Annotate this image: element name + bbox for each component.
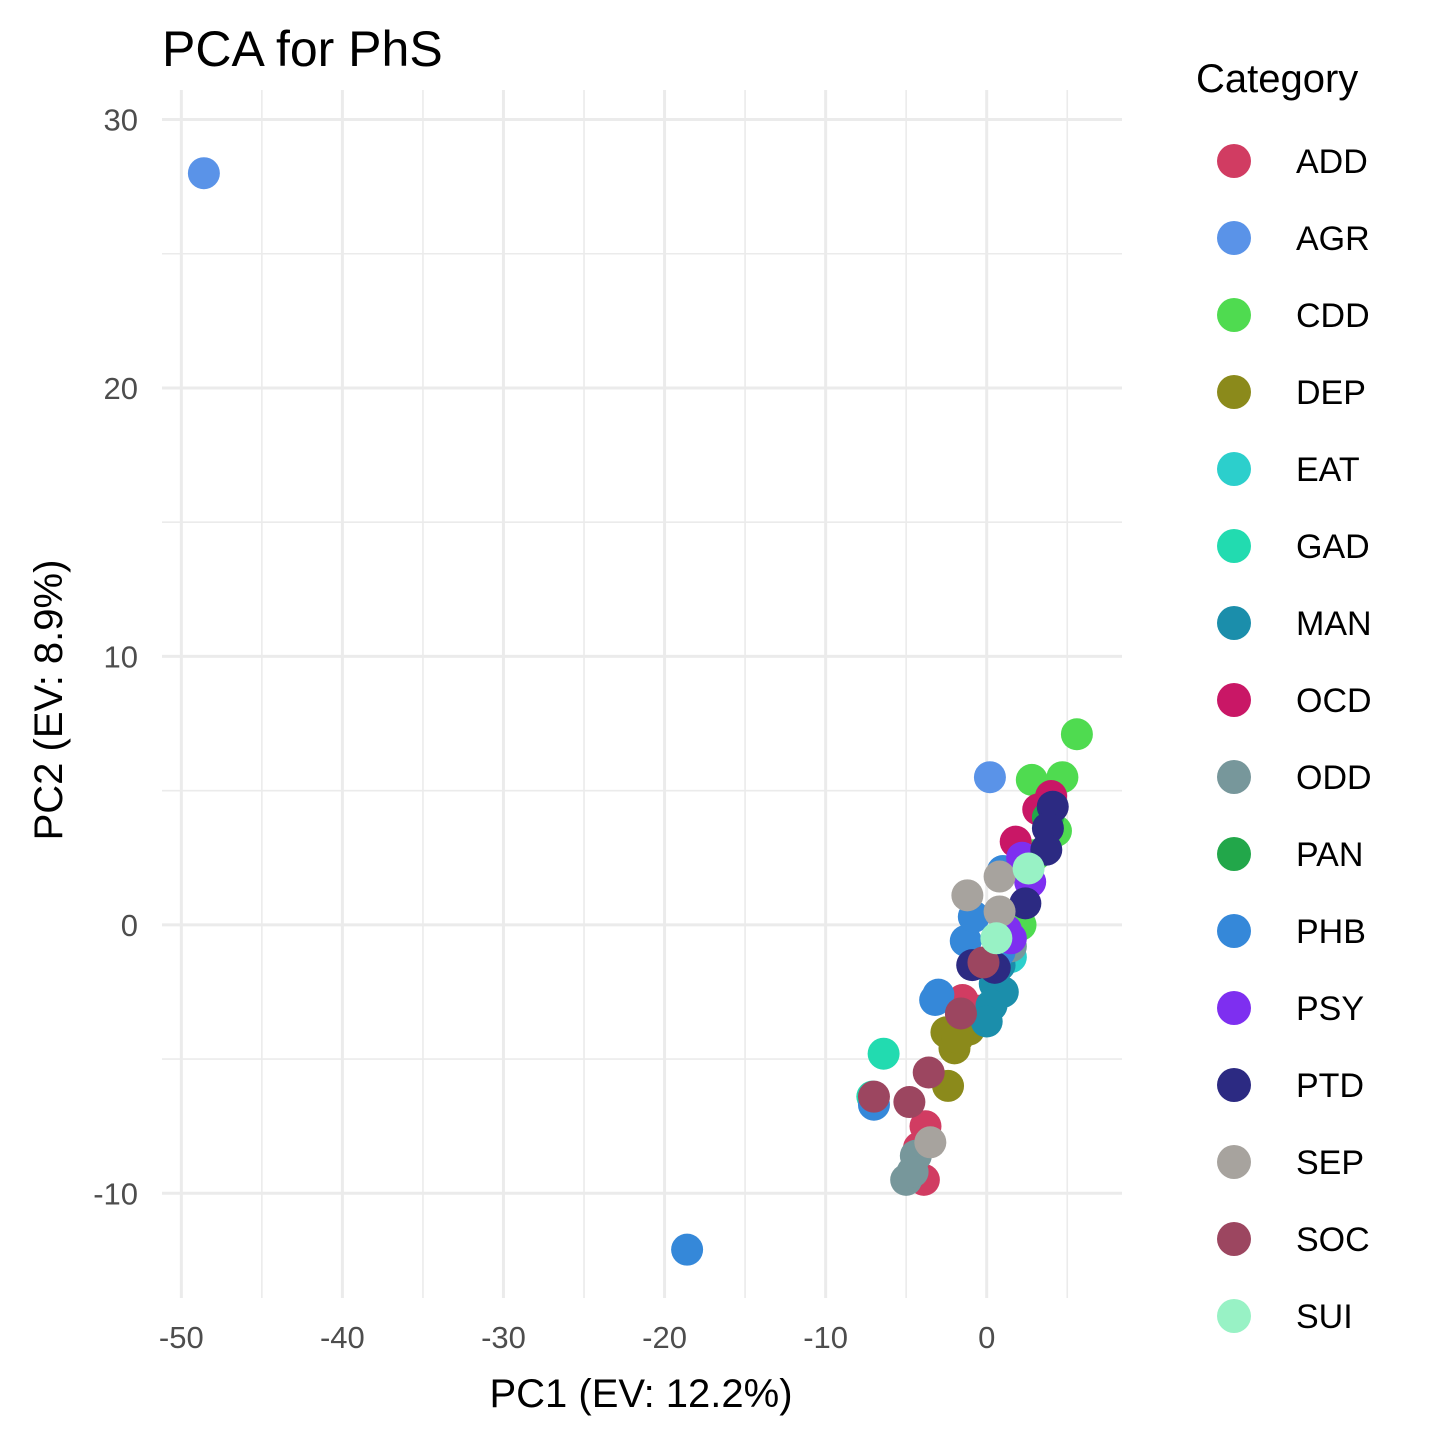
legend-key-sui — [1217, 1299, 1251, 1333]
legend-key-eat — [1217, 452, 1251, 486]
data-point-phb — [919, 984, 952, 1017]
data-point-sep — [983, 895, 1016, 928]
data-point-phb — [949, 924, 982, 957]
data-point-agr — [973, 761, 1006, 794]
x-tick-label: -50 — [159, 1320, 204, 1355]
legend-label-ptd: PTD — [1296, 1067, 1364, 1105]
legend-label-phb: PHB — [1296, 913, 1366, 951]
data-point-sep — [951, 879, 984, 912]
legend-label-psy: PSY — [1296, 990, 1364, 1028]
y-tick-label: 20 — [104, 371, 138, 406]
data-point-gad — [867, 1037, 900, 1070]
data-point-soc — [912, 1056, 945, 1089]
x-tick-label: -20 — [642, 1320, 687, 1355]
legend-key-man — [1217, 606, 1251, 640]
legend-key-agr — [1217, 221, 1251, 255]
legend-label-sui: SUI — [1296, 1298, 1353, 1336]
legend-key-cdd — [1217, 298, 1251, 332]
legend-key-pan — [1217, 837, 1251, 871]
legend-label-odd: ODD — [1296, 759, 1372, 797]
data-point-phb — [671, 1233, 704, 1266]
legend-label-eat: EAT — [1296, 451, 1360, 489]
legend-key-phb — [1217, 914, 1251, 948]
legend-label-soc: SOC — [1296, 1221, 1370, 1259]
y-axis-tick-labels: -10 0 10 20 30 — [93, 103, 138, 1212]
legend-key-ocd — [1217, 683, 1251, 717]
y-axis-title: PC2 (EV: 8.9%) — [27, 560, 71, 841]
legend-label-sep: SEP — [1296, 1144, 1364, 1182]
data-point-sep — [983, 860, 1016, 893]
legend-key-odd — [1217, 760, 1251, 794]
legend: ADD AGR CDD DEP EAT GAD MAN OCD ODD PAN PHB PSY PTD S… — [1217, 143, 1372, 1336]
legend-title: Category — [1196, 57, 1358, 101]
data-point-soc — [967, 946, 1000, 979]
data-point-sui — [980, 922, 1013, 955]
x-tick-label: -40 — [320, 1320, 365, 1355]
legend-key-psy — [1217, 991, 1251, 1025]
legend-key-add — [1217, 144, 1251, 178]
x-tick-label: 0 — [978, 1320, 995, 1355]
x-axis-title: PC1 (EV: 12.2%) — [489, 1372, 792, 1416]
data-point-ptd — [1009, 887, 1042, 920]
legend-key-ptd — [1217, 1068, 1251, 1102]
data-point-sui — [1012, 852, 1045, 885]
data-point-man — [970, 1005, 1003, 1038]
data-point-agr — [187, 157, 220, 190]
x-tick-label: -30 — [481, 1320, 526, 1355]
chart-title: PCA for PhS — [162, 21, 443, 77]
legend-key-sep — [1217, 1145, 1251, 1179]
legend-label-agr: AGR — [1296, 220, 1370, 258]
data-point-soc — [857, 1080, 890, 1113]
y-tick-label: -10 — [93, 1176, 138, 1211]
y-tick-label: 10 — [104, 639, 138, 674]
x-tick-label: -10 — [803, 1320, 848, 1355]
data-point-sep — [914, 1126, 947, 1159]
legend-label-add: ADD — [1296, 143, 1368, 181]
data-point-soc — [944, 997, 977, 1030]
legend-label-man: MAN — [1296, 605, 1372, 643]
grid-lines — [162, 90, 1122, 1298]
y-tick-label: 30 — [104, 103, 138, 138]
legend-key-gad — [1217, 529, 1251, 563]
y-tick-label: 0 — [121, 908, 138, 943]
data-point-cdd — [1060, 718, 1093, 751]
data-point-odd — [896, 1155, 929, 1188]
legend-key-soc — [1217, 1222, 1251, 1256]
x-axis-tick-labels: -50 -40 -30 -20 -10 0 — [159, 1320, 995, 1355]
legend-label-cdd: CDD — [1296, 297, 1370, 335]
legend-key-dep — [1217, 375, 1251, 409]
data-point-dep — [941, 1021, 974, 1054]
legend-label-pan: PAN — [1296, 836, 1363, 874]
data-point-soc — [893, 1086, 926, 1119]
data-points — [187, 157, 1093, 1266]
legend-label-dep: DEP — [1296, 374, 1366, 412]
legend-label-ocd: OCD — [1296, 682, 1372, 720]
legend-label-gad: GAD — [1296, 528, 1370, 566]
